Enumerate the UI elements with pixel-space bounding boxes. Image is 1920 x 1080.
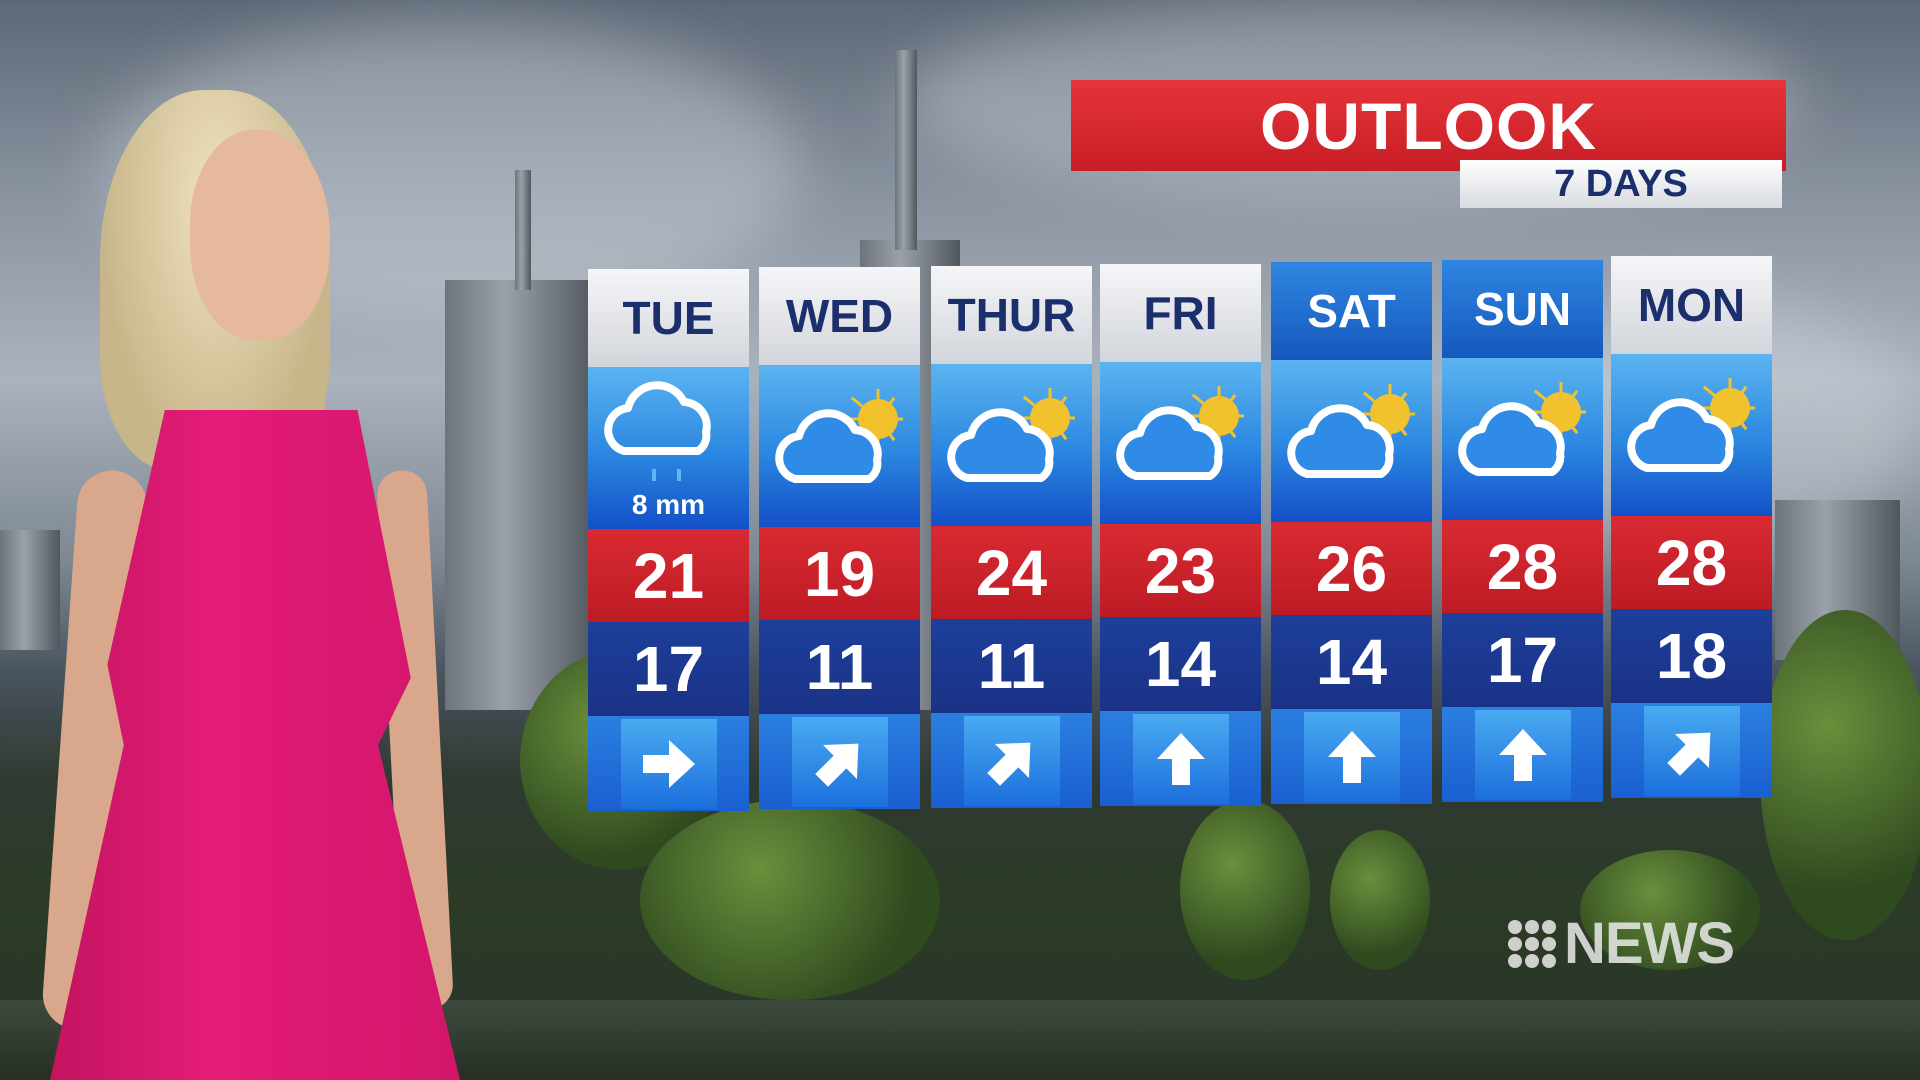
weather-icon-area: [1271, 360, 1432, 522]
wind-arrow-icon: [1156, 732, 1205, 785]
presenter-face: [190, 130, 330, 340]
wind-arrow-icon: [642, 739, 695, 788]
wind-direction: [588, 716, 749, 811]
nine-logo-dots-icon: [1508, 919, 1556, 968]
min-temperature: 11: [759, 620, 920, 714]
max-temperature: 24: [931, 526, 1092, 619]
weather-icon-area: [1100, 362, 1261, 524]
tree: [640, 800, 940, 1000]
day-label: SAT: [1271, 262, 1432, 360]
wind-arrow-icon: [1498, 728, 1547, 781]
tree: [1180, 800, 1310, 980]
wind-direction: [759, 714, 920, 809]
outlook-title: OUTLOOK: [1071, 80, 1786, 171]
forecast-day-sat: SAT 26 14: [1271, 262, 1432, 804]
logo-text: NEWS: [1564, 911, 1735, 976]
min-temperature: 17: [588, 622, 749, 716]
forecast-day-sun: SUN 28 17: [1442, 260, 1603, 802]
max-temperature: 21: [588, 529, 749, 622]
forecast-day-mon: MON 28 18: [1611, 256, 1772, 798]
building-spire: [515, 170, 531, 290]
wind-direction: [1100, 711, 1261, 806]
tree: [1580, 850, 1760, 970]
building: [0, 530, 60, 650]
wind-arrow-icon: [986, 742, 1030, 786]
wind-direction: [1611, 703, 1772, 798]
max-temperature: 23: [1100, 524, 1261, 617]
nine-news-logo: NEWS: [1508, 910, 1735, 977]
presenter: [40, 90, 460, 1080]
forecast-day-wed: WED 19 11: [759, 267, 920, 809]
weather-icon-area: [1611, 354, 1772, 516]
max-temperature: 28: [1611, 516, 1772, 609]
weather-icon-area: [1442, 358, 1603, 520]
day-label: SUN: [1442, 260, 1603, 358]
min-temperature: 17: [1442, 613, 1603, 707]
weather-icon-area: [759, 365, 920, 527]
building: [445, 280, 595, 710]
wind-arrow-icon: [1327, 730, 1376, 783]
day-label: TUE: [588, 269, 749, 367]
min-temperature: 14: [1271, 615, 1432, 709]
day-label: MON: [1611, 256, 1772, 354]
forecast-day-thur: THUR 24 11: [931, 266, 1092, 808]
wind-direction: [1271, 709, 1432, 804]
weather-icon-area: 8 mm: [588, 367, 749, 529]
tree: [1760, 610, 1920, 940]
weather-icon-area: [931, 364, 1092, 526]
wind-direction: [931, 713, 1092, 808]
wind-arrow-icon: [1666, 732, 1710, 776]
forecast-day-tue: TUE 8 mm 21 17: [588, 269, 749, 811]
day-label: WED: [759, 267, 920, 365]
day-label: THUR: [931, 266, 1092, 364]
wind-direction: [1442, 707, 1603, 802]
rainfall-amount: 8 mm: [631, 489, 706, 520]
min-temperature: 11: [931, 619, 1092, 713]
building-spire: [895, 50, 917, 250]
max-temperature: 26: [1271, 522, 1432, 615]
min-temperature: 18: [1611, 609, 1772, 703]
min-temperature: 14: [1100, 617, 1261, 711]
tree: [1330, 830, 1430, 970]
forecast-day-fri: FRI 23 14: [1100, 264, 1261, 806]
max-temperature: 19: [759, 527, 920, 620]
max-temperature: 28: [1442, 520, 1603, 613]
wind-arrow-icon: [814, 743, 858, 787]
day-label: FRI: [1100, 264, 1261, 362]
outlook-subtitle: 7 DAYS: [1460, 160, 1782, 208]
